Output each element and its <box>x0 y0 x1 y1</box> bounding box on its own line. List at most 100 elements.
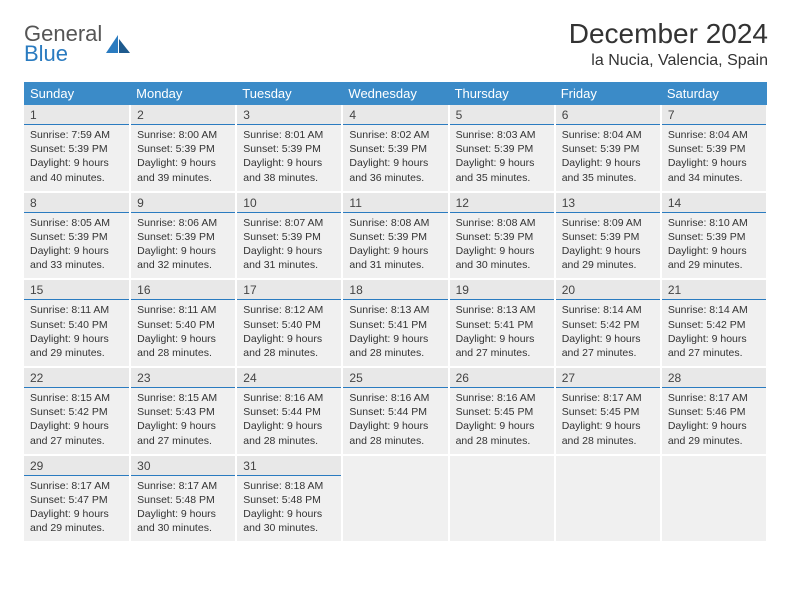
day-body: Sunrise: 8:17 AMSunset: 5:48 PMDaylight:… <box>131 476 235 542</box>
sunrise-line: Sunrise: 8:12 AM <box>243 304 323 316</box>
weekday-header: Tuesday <box>236 82 342 105</box>
sunrise-line: Sunrise: 8:11 AM <box>137 304 216 316</box>
sunrise-line: Sunrise: 8:04 AM <box>668 129 748 141</box>
day-number: 30 <box>131 456 235 476</box>
day-number: 14 <box>662 193 766 213</box>
brand-text: General Blue <box>24 24 102 64</box>
calendar-day-cell: 18Sunrise: 8:13 AMSunset: 5:41 PMDayligh… <box>342 279 448 367</box>
day-number: 16 <box>131 280 235 300</box>
daylight-line: Daylight: 9 hours and 28 minutes. <box>243 420 322 446</box>
day-number: 29 <box>24 456 129 476</box>
calendar-day-cell: 21Sunrise: 8:14 AMSunset: 5:42 PMDayligh… <box>661 279 767 367</box>
calendar-day-cell: 29 Sunrise: 8:17 AM Sunset: 5:47 PM Dayligh… <box>24 455 130 543</box>
day-body: Sunrise: 8:12 AMSunset: 5:40 PMDaylight:… <box>237 300 341 366</box>
day-number: 25 <box>343 368 447 388</box>
calendar-day-cell: 2Sunrise: 8:00 AMSunset: 5:39 PMDaylight… <box>130 105 236 192</box>
calendar-week-row: 1Sunrise: 7:59 AMSunset: 5:39 PMDaylight… <box>24 105 767 192</box>
day-number: 9 <box>131 193 235 213</box>
day-body: Sunrise: 8:16 AMSunset: 5:45 PMDaylight:… <box>450 388 554 454</box>
daylight-line: Daylight: 9 hours and 35 minutes. <box>456 157 535 183</box>
day-body: Sunrise: 8:08 AMSunset: 5:39 PMDaylight:… <box>450 213 554 279</box>
day-body: Sunrise: 8:17 AM Sunset: 5:47 PM Daylight:… <box>24 476 129 542</box>
weekday-header: Saturday <box>661 82 767 105</box>
sunset-line: Sunset: 5:45 PM <box>456 406 534 418</box>
sunrise-line: Sunrise: 8:11 AM <box>30 304 109 316</box>
day-body: Sunrise: 8:02 AMSunset: 5:39 PMDaylight:… <box>343 125 447 191</box>
page-title: December 2024 <box>569 18 768 50</box>
sunrise-line: Sunrise: 8:16 AM <box>456 392 536 404</box>
sunrise-line: Sunrise: 8:15 AM <box>137 392 217 404</box>
sunrise-line: Sunrise: 8:16 AM <box>243 392 323 404</box>
day-body: Sunrise: 7:59 AMSunset: 5:39 PMDaylight:… <box>24 125 129 191</box>
day-body: Sunrise: 8:14 AMSunset: 5:42 PMDaylight:… <box>556 300 660 366</box>
daylight-line: Daylight: 9 hours and 27 minutes. <box>456 333 535 359</box>
calendar-day-cell: 22Sunrise: 8:15 AMSunset: 5:42 PMDayligh… <box>24 367 130 455</box>
day-body: Sunrise: 8:03 AMSunset: 5:39 PMDaylight:… <box>450 125 554 191</box>
day-number: 19 <box>450 280 554 300</box>
day-body: Sunrise: 8:00 AMSunset: 5:39 PMDaylight:… <box>131 125 235 191</box>
sunset-line: Sunset: 5:48 PM <box>137 494 215 506</box>
daylight-line: Daylight: 9 hours and 36 minutes. <box>349 157 428 183</box>
sunrise-line: Sunrise: 8:17 AM <box>30 480 110 492</box>
daylight-line: Daylight: 9 hours and 29 minutes. <box>30 508 109 534</box>
sunset-line: Sunset: 5:39 PM <box>137 143 215 155</box>
title-block: December 2024 la Nucia, Valencia, Spain <box>569 18 768 70</box>
sunrise-line: Sunrise: 8:18 AM <box>243 480 323 492</box>
calendar-day-cell: 19Sunrise: 8:13 AMSunset: 5:41 PMDayligh… <box>449 279 555 367</box>
sunset-line: Sunset: 5:41 PM <box>456 319 534 331</box>
daylight-line: Daylight: 9 hours and 39 minutes. <box>137 157 216 183</box>
sunset-line: Sunset: 5:45 PM <box>562 406 640 418</box>
calendar-day-cell: 9Sunrise: 8:06 AMSunset: 5:39 PMDaylight… <box>130 192 236 280</box>
calendar-day-cell: 14Sunrise: 8:10 AMSunset: 5:39 PMDayligh… <box>661 192 767 280</box>
calendar-week-row: 22Sunrise: 8:15 AMSunset: 5:42 PMDayligh… <box>24 367 767 455</box>
sunrise-line: Sunrise: 8:02 AM <box>349 129 429 141</box>
daylight-line: Daylight: 9 hours and 33 minutes. <box>30 245 109 271</box>
day-number: 22 <box>24 368 129 388</box>
calendar-day-cell: 3Sunrise: 8:01 AMSunset: 5:39 PMDaylight… <box>236 105 342 192</box>
day-number: 20 <box>556 280 660 300</box>
sunset-line: Sunset: 5:40 PM <box>243 319 321 331</box>
daylight-line: Daylight: 9 hours and 31 minutes. <box>243 245 322 271</box>
day-body: Sunrise: 8:13 AMSunset: 5:41 PMDaylight:… <box>343 300 447 366</box>
sunset-line: Sunset: 5:39 PM <box>456 143 534 155</box>
day-body: Sunrise: 8:11 AMSunset: 5:40 PMDaylight:… <box>24 300 129 366</box>
day-body: Sunrise: 8:04 AMSunset: 5:39 PMDaylight:… <box>662 125 766 191</box>
sunrise-line: Sunrise: 8:17 AM <box>562 392 642 404</box>
day-body: Sunrise: 8:09 AMSunset: 5:39 PMDaylight:… <box>556 213 660 279</box>
calendar-day-cell: 23Sunrise: 8:15 AMSunset: 5:43 PMDayligh… <box>130 367 236 455</box>
sunrise-line: Sunrise: 8:17 AM <box>668 392 748 404</box>
day-number: 23 <box>131 368 235 388</box>
daylight-line: Daylight: 9 hours and 34 minutes. <box>668 157 747 183</box>
calendar-day-cell: 27Sunrise: 8:17 AMSunset: 5:45 PMDayligh… <box>555 367 661 455</box>
sunset-line: Sunset: 5:39 PM <box>243 143 321 155</box>
day-body: Sunrise: 8:13 AMSunset: 5:41 PMDaylight:… <box>450 300 554 366</box>
weekday-header: Sunday <box>24 82 130 105</box>
calendar-empty-cell <box>555 455 661 543</box>
weekday-header: Thursday <box>449 82 555 105</box>
day-body: Sunrise: 8:04 AMSunset: 5:39 PMDaylight:… <box>556 125 660 191</box>
daylight-line: Daylight: 9 hours and 28 minutes. <box>349 420 428 446</box>
daylight-line: Daylight: 9 hours and 27 minutes. <box>562 333 641 359</box>
sunrise-line: Sunrise: 8:07 AM <box>243 217 323 229</box>
sunset-line: Sunset: 5:40 PM <box>30 319 108 331</box>
sunset-line: Sunset: 5:39 PM <box>30 143 108 155</box>
day-body: Sunrise: 8:06 AMSunset: 5:39 PMDaylight:… <box>131 213 235 279</box>
location-text: la Nucia, Valencia, Spain <box>569 52 768 70</box>
day-number: 12 <box>450 193 554 213</box>
sunset-line: Sunset: 5:47 PM <box>30 494 108 506</box>
sunset-line: Sunset: 5:40 PM <box>137 319 215 331</box>
day-body: Sunrise: 8:17 AMSunset: 5:46 PMDaylight:… <box>662 388 766 454</box>
day-body: Sunrise: 8:11 AMSunset: 5:40 PMDaylight:… <box>131 300 235 366</box>
daylight-line: Daylight: 9 hours and 27 minutes. <box>137 420 216 446</box>
sunrise-line: Sunrise: 8:16 AM <box>349 392 429 404</box>
page-header: General Blue December 2024 la Nucia, Val… <box>24 18 768 70</box>
calendar-empty-cell <box>661 455 767 543</box>
daylight-line: Daylight: 9 hours and 29 minutes. <box>668 420 747 446</box>
sunrise-line: Sunrise: 8:15 AM <box>30 392 110 404</box>
daylight-line: Daylight: 9 hours and 31 minutes. <box>349 245 428 271</box>
day-body: Sunrise: 8:18 AMSunset: 5:48 PMDaylight:… <box>237 476 341 542</box>
calendar-body: 1Sunrise: 7:59 AMSunset: 5:39 PMDaylight… <box>24 105 767 542</box>
calendar-table: SundayMondayTuesdayWednesdayThursdayFrid… <box>24 82 768 543</box>
day-body: Sunrise: 8:08 AMSunset: 5:39 PMDaylight:… <box>343 213 447 279</box>
day-number: 15 <box>24 280 129 300</box>
